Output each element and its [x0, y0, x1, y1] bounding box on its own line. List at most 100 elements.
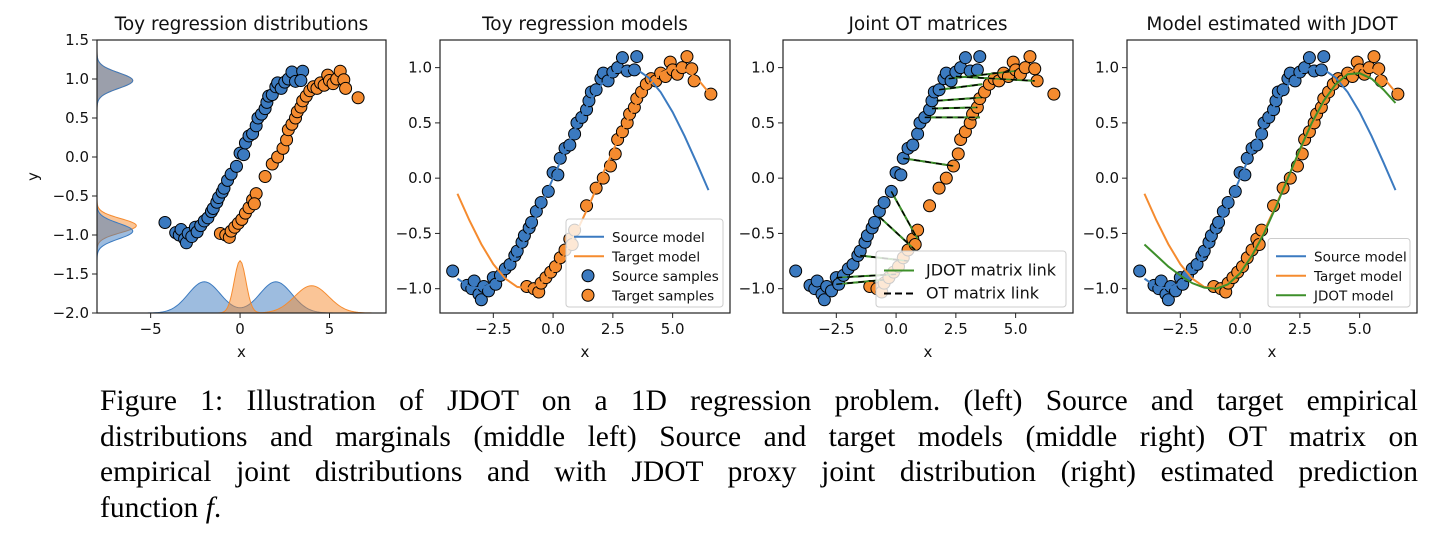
legend-box — [565, 218, 724, 308]
source-model-line — [456, 66, 710, 290]
caption-line-4: function f. — [100, 491, 1418, 527]
source-samples-point — [229, 159, 243, 173]
source-samples-point — [906, 138, 920, 152]
ot-link-overlay — [878, 216, 916, 251]
panel-4: −2.5 0.0 2.5 5.0 1.0 0.5 0.0 −0.5 −1.0 Model esti… — [1083, 14, 1418, 361]
x-tick-label: 5.0 — [1348, 320, 1372, 338]
target-samples-point — [1367, 50, 1381, 64]
y-tick-label: 0.5 — [65, 109, 89, 127]
chart-title: Toy regression distributions — [114, 14, 369, 35]
source-samples-point — [973, 50, 987, 64]
target-samples-point — [951, 147, 965, 161]
source-samples-point — [877, 195, 891, 209]
panel-3: −2.5 0.0 2.5 5.0 1.0 0.5 0.0 −0.5 −1.0 Joint OT m… — [739, 14, 1074, 361]
target-samples-point — [339, 81, 353, 95]
legend-label: Target model — [611, 249, 700, 265]
figure: −5 0 5 1.5 1.0 0.5 0.0 −0.5 −1.0 −1.5 −2.0 Toy regr… — [24, 14, 1418, 361]
plot-area — [446, 50, 718, 307]
y-tick-label: −0.5 — [53, 187, 89, 205]
caption-line-2: distributions and marginals (middle left… — [100, 420, 1418, 453]
x-axis-label: x — [1268, 343, 1277, 361]
source-samples-point — [970, 63, 984, 77]
source-model-line — [1143, 66, 1397, 290]
x-tick-label: 5.0 — [661, 320, 685, 338]
legend-label: JDOT matrix link — [925, 261, 1057, 280]
y-tick-label: 0.0 — [751, 169, 775, 187]
plot-area — [789, 50, 1061, 307]
y-tick-label: −2.0 — [53, 304, 89, 322]
source-samples-point — [810, 274, 824, 288]
legend-marker — [581, 288, 595, 302]
y-tick-label: −1.0 — [1083, 280, 1119, 298]
target-samples-point — [258, 170, 272, 183]
source-samples-point — [1161, 293, 1175, 307]
ot-link-overlay — [936, 96, 983, 102]
target-samples-point — [908, 237, 922, 251]
ot-link-overlay — [890, 191, 919, 240]
x-tick-label: 5 — [325, 320, 335, 338]
legend-label: Source model — [612, 230, 705, 246]
source-samples-point — [237, 148, 251, 162]
chart-title: Toy regression models — [481, 14, 688, 35]
axes-frame — [1126, 39, 1418, 314]
axes-frame — [439, 39, 731, 314]
y-tick-label: 0.0 — [65, 148, 89, 166]
x-tick-label: 0.0 — [884, 320, 908, 338]
target-samples-point — [685, 62, 699, 76]
axes-frame — [96, 39, 387, 314]
source-samples-point — [958, 51, 972, 65]
x-tick-label: 5.0 — [1004, 320, 1028, 338]
legend-label: Target model — [1313, 269, 1402, 285]
caption-last-text: function — [100, 491, 206, 524]
x-tick-label: 0 — [235, 320, 245, 338]
y-tick-label: 0.0 — [1095, 169, 1119, 187]
ot-link-overlay — [939, 83, 983, 91]
y-tick-label: −1.5 — [53, 265, 89, 283]
x-tick-label: 2.5 — [944, 320, 968, 338]
panel-1: −5 0 5 1.5 1.0 0.5 0.0 −0.5 −1.0 −1.5 −2.0 Toy regr… — [24, 14, 387, 361]
caption-line-3: empirical joint distributions and with J… — [100, 456, 1418, 488]
y-tick-label: 1.0 — [408, 59, 432, 77]
legend-label: OT matrix link — [926, 284, 1040, 303]
y-tick-label: −0.5 — [396, 224, 432, 242]
target-model-line — [456, 66, 710, 290]
x-axis-label: x — [924, 343, 933, 361]
target-samples-point — [1028, 62, 1042, 76]
target-samples-point — [1047, 87, 1061, 101]
figure-caption: Figure 1: Illustration of JDOT on a 1D r… — [100, 384, 1418, 526]
x-tick-label: 0.0 — [541, 320, 565, 338]
plot-area — [1133, 50, 1405, 307]
legend-label: Source model — [1314, 249, 1407, 265]
chart-title: Joint OT matrices — [847, 14, 1007, 35]
ot-link-overlay — [903, 157, 954, 167]
x-axis-label: x — [237, 343, 246, 361]
jdot-model-line — [1143, 72, 1397, 290]
source-samples-point — [294, 74, 308, 88]
legend-marker — [581, 269, 595, 283]
axes-frame — [782, 39, 1074, 314]
y-tick-label: 1.5 — [65, 31, 89, 49]
y-tick-label: 0.5 — [1095, 114, 1119, 132]
legend-label: Source samples — [612, 269, 719, 285]
y-tick-label: −1.0 — [396, 280, 432, 298]
chart-title: Model estimated with JDOT — [1146, 14, 1398, 35]
target-samples-point — [680, 50, 694, 64]
y-tick-label: 0.5 — [408, 114, 432, 132]
x-tick-label: −2.5 — [475, 320, 511, 338]
source-samples-point — [894, 168, 908, 182]
source-samples-point — [1317, 50, 1331, 64]
source-samples-point — [1302, 51, 1316, 65]
source-samples-point — [789, 264, 803, 278]
panel-2: −2.5 0.0 2.5 5.0 1.0 0.5 0.0 −0.5 −1.0 Toy regres… — [396, 14, 731, 361]
plot-area — [97, 40, 386, 313]
x-axis-label: x — [581, 343, 590, 361]
y-tick-label: −1.0 — [739, 280, 775, 298]
target-samples-point — [247, 197, 261, 211]
x-tick-label: 0.0 — [1228, 320, 1252, 338]
source-samples-point — [1133, 264, 1147, 278]
x-tick-label: −2.5 — [1162, 320, 1198, 338]
source-samples-point — [615, 51, 629, 65]
source-samples-point — [868, 215, 882, 229]
legend-label: Target samples — [611, 288, 714, 304]
caption-line-1: Figure 1: Illustration of JDOT on a 1D r… — [100, 385, 1418, 417]
